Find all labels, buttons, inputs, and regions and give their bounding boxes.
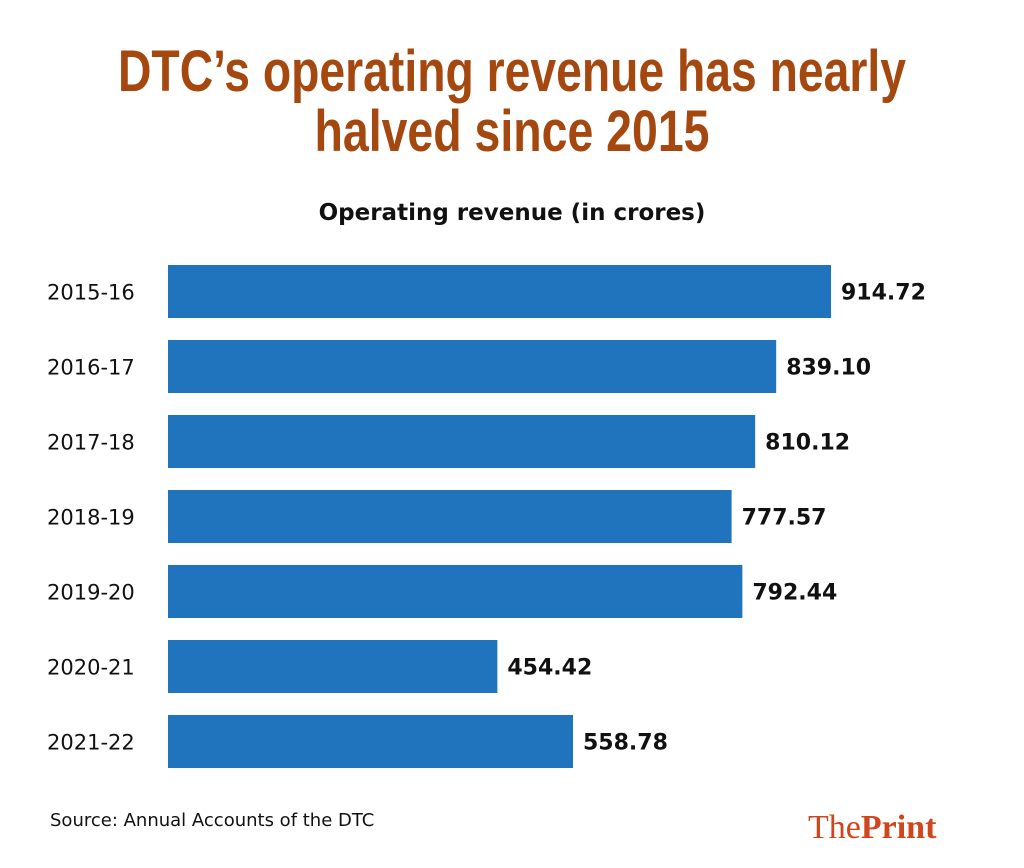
chart-title-line-2: halved since 2015	[315, 99, 710, 164]
value-label: 810.12	[765, 431, 850, 456]
bars-group: 2015-16 914.72 2016-17 839.10 2017-18 810.12 2…	[47, 265, 926, 768]
category-label: 2018-19	[47, 506, 135, 530]
value-label: 792.44	[752, 581, 837, 606]
bar-2018-19	[168, 490, 732, 543]
theprint-logo: ThePrint	[808, 809, 937, 846]
source-note: Source: Annual Accounts of the DTC	[50, 810, 374, 831]
value-label: 914.72	[841, 281, 926, 306]
chart-title-line-1: DTC’s operating revenue has nearly	[118, 39, 906, 104]
value-label: 777.57	[742, 506, 827, 531]
bar-2017-18	[168, 415, 756, 468]
chart-subtitle: Operating revenue (in crores)	[319, 200, 706, 226]
category-label: 2021-22	[47, 731, 135, 755]
bar-2020-21	[168, 640, 498, 693]
value-label: 454.42	[507, 656, 592, 681]
bar-2015-16	[168, 265, 831, 318]
value-label: 839.10	[786, 356, 871, 381]
category-label: 2020-21	[47, 656, 135, 680]
category-label: 2015-16	[47, 281, 135, 305]
category-label: 2017-18	[47, 431, 135, 455]
svg-text:ThePrint: ThePrint	[808, 809, 937, 846]
bar-2016-17	[168, 340, 777, 393]
value-label: 558.78	[583, 731, 668, 756]
bar-2021-22	[168, 715, 574, 768]
category-label: 2019-20	[47, 581, 135, 605]
bar-2019-20	[168, 565, 743, 618]
category-label: 2016-17	[47, 356, 135, 380]
